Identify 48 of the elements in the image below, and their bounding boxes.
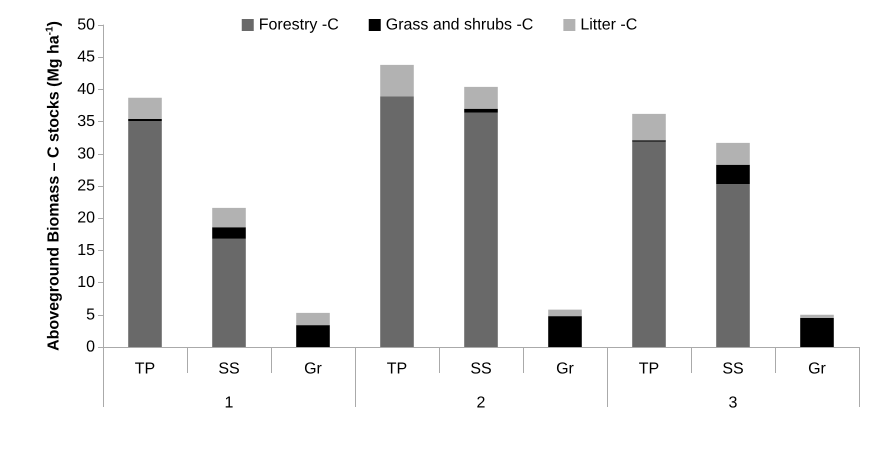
bar	[716, 184, 750, 347]
text: 1	[224, 394, 234, 412]
bar	[296, 325, 330, 347]
bar	[212, 208, 246, 228]
bar	[212, 238, 246, 347]
bar	[212, 227, 246, 239]
bar	[128, 98, 162, 120]
y-tick-label: 40	[77, 80, 96, 98]
text: 3	[728, 394, 738, 412]
bar	[800, 318, 834, 347]
y-tick-label: 30	[77, 145, 96, 162]
legend-label: Grass and shrubs -C	[386, 16, 534, 34]
bar	[380, 96, 414, 347]
bar	[716, 164, 750, 184]
legend-label: Litter -C	[580, 16, 638, 34]
x-tick-label: SS	[722, 360, 744, 378]
x-tick-label: Gr	[304, 360, 323, 378]
bar	[632, 114, 666, 140]
bar	[296, 312, 330, 326]
x-tick-label: SS	[218, 360, 240, 378]
x-tick-label: Gr	[556, 360, 575, 378]
y-tick-label: 20	[77, 210, 96, 227]
x-tick-label: Gr	[808, 360, 827, 378]
text: 2	[476, 394, 486, 412]
bar	[464, 108, 498, 113]
bar	[128, 120, 162, 347]
bar	[716, 142, 750, 165]
y-tick-label: 50	[77, 16, 96, 34]
y-tick-label: 15	[77, 242, 96, 259]
x-tick-label: TP	[134, 360, 156, 378]
x-tick-label: SS	[470, 360, 492, 378]
x-tick-label: TP	[386, 360, 408, 378]
bar	[800, 314, 834, 318]
y-tick-label: 25	[77, 178, 96, 194]
bar	[464, 112, 498, 347]
bar	[464, 86, 498, 109]
y-axis-title: Aboveground Biomass – C stocks (Mg ha-1)	[44, 21, 62, 351]
y-tick-label: 5	[86, 306, 96, 324]
bar	[380, 64, 414, 96]
legend-label: Forestry -C	[258, 16, 339, 34]
bar	[548, 316, 582, 347]
x-tick-label: TP	[638, 360, 660, 378]
y-tick-label: 10	[77, 274, 96, 292]
y-tick-label: 0	[86, 338, 96, 356]
bar	[548, 310, 582, 316]
bar	[632, 142, 666, 347]
y-tick-label: 35	[77, 113, 96, 130]
y-tick-label: 45	[77, 48, 96, 66]
